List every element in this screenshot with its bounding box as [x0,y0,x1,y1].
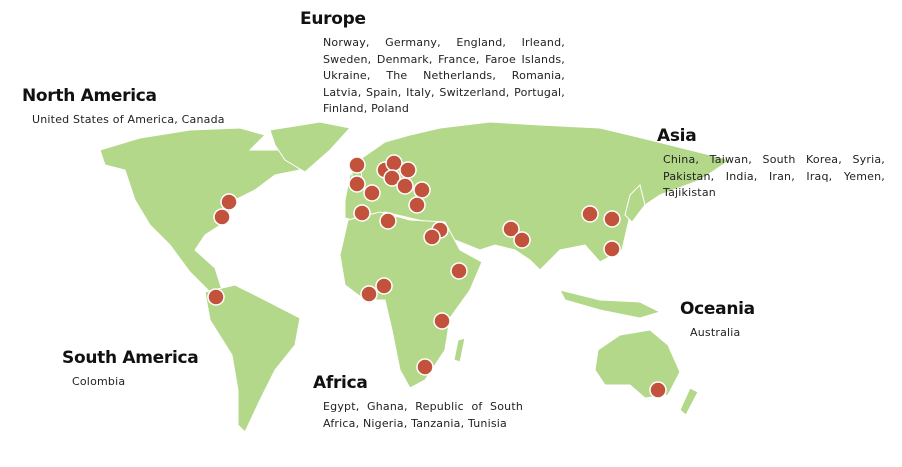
region: Africa Egypt, Ghana, Republic of South A… [313,373,528,432]
marker [502,220,520,238]
japan [624,184,646,223]
marker [603,210,621,228]
marker [383,169,401,187]
region: Europe Norway, Germany, England, Irleand… [300,9,565,118]
marker [213,208,231,226]
marker [433,312,451,330]
marker [348,156,366,174]
region-name: North America [22,86,157,106]
marker [450,262,468,280]
region-countries: Colombia [72,375,126,388]
marker [423,228,441,246]
marker [379,212,397,230]
greenland [269,121,351,173]
region-name: Europe [300,9,366,29]
region-countries: Norway, Germany, England, Irleand, Swede… [323,36,565,115]
marker [348,175,366,193]
marker [603,240,621,258]
marker [207,288,225,306]
marker [513,231,531,249]
marker [396,177,414,195]
marker [649,381,667,399]
region-name: Oceania [680,299,755,319]
marker [360,285,378,303]
marker [399,161,417,179]
region-name: Africa [313,373,368,393]
australia [594,329,681,399]
region-name: Asia [657,126,697,146]
new-zealand [679,387,699,416]
region: North America United States of America, … [22,86,262,129]
region: Asia China, Taiwan, South Korea, Syria, … [657,126,902,202]
north-america [99,127,301,293]
marker [353,204,371,222]
indonesia [559,289,662,319]
region-countries: Egypt, Ghana, Republic of South Africa, … [323,400,523,430]
region-countries: China, Taiwan, South Korea, Syria, Pakis… [663,153,885,199]
marker [416,358,434,376]
region: Oceania Australia [680,299,830,342]
south-america [204,284,301,433]
marker [408,196,426,214]
region-countries: United States of America, Canada [32,113,225,126]
region-countries: Australia [690,326,741,339]
region: South America Colombia [62,348,242,391]
marker [413,181,431,199]
region-name: South America [62,348,199,368]
marker [363,184,381,202]
marker [220,193,238,211]
marker [375,277,393,295]
markers [207,154,667,399]
madagascar [453,337,466,363]
marker [581,205,599,223]
